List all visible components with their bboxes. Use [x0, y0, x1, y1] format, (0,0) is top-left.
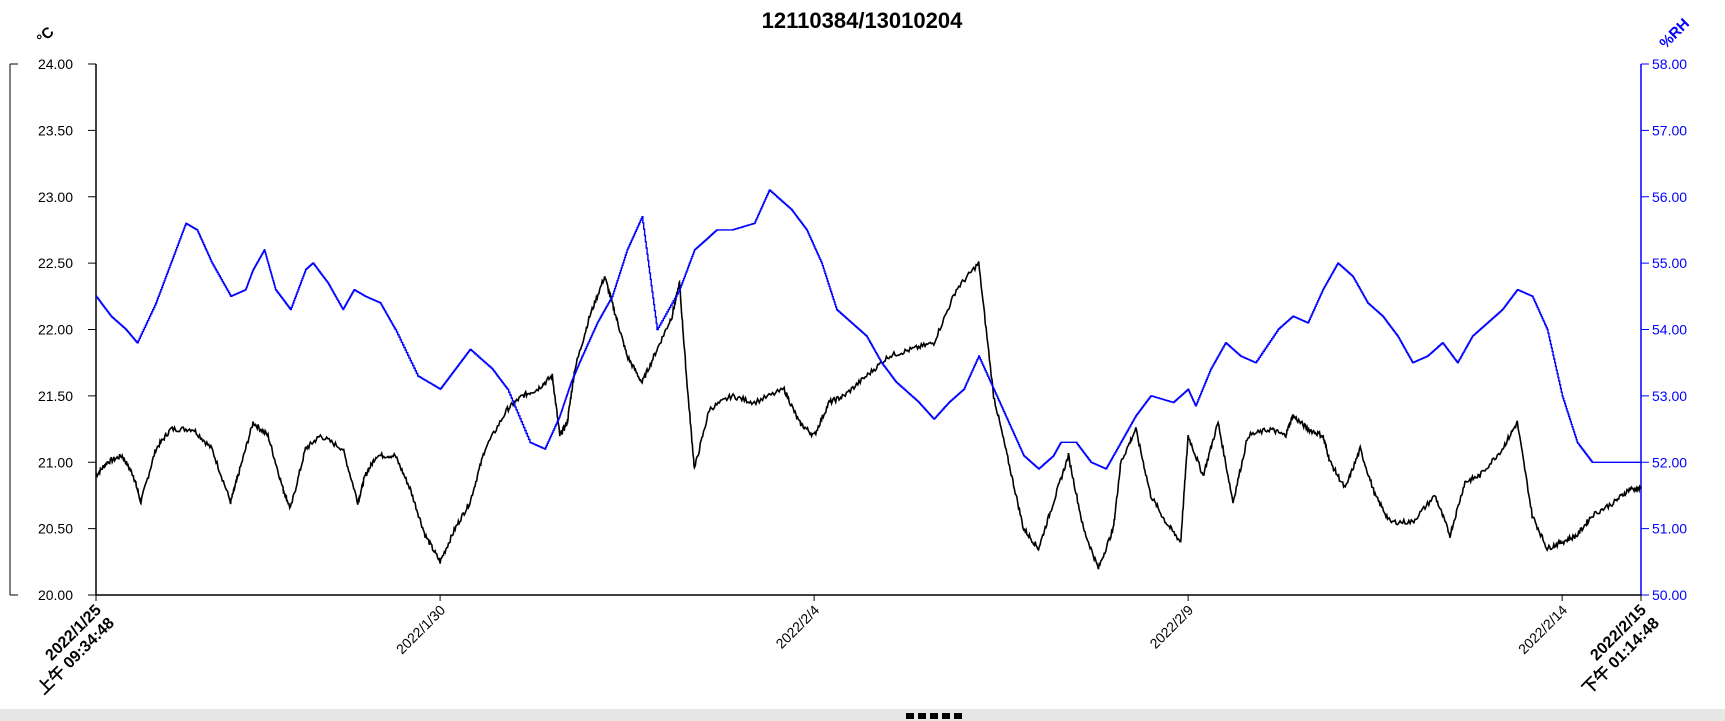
- right-tick-label: 53.00: [1652, 388, 1687, 404]
- x-tick-label: 2022/2/9: [1146, 602, 1196, 652]
- bottom-scrollbar-strip: [0, 709, 1725, 721]
- left-tick-label: 21.50: [38, 388, 73, 404]
- left-tick-label: 24.00: [38, 56, 73, 72]
- left-tick-label: 22.50: [38, 255, 73, 271]
- x-tick-label: 2022/2/4: [772, 602, 822, 652]
- right-tick-label: 55.00: [1652, 255, 1687, 271]
- left-tick-label: 23.00: [38, 189, 73, 205]
- left-tick-label: 20.50: [38, 521, 73, 537]
- right-tick-label: 58.00: [1652, 56, 1687, 72]
- right-tick-label: 51.00: [1652, 521, 1687, 537]
- right-tick-label: 54.00: [1652, 322, 1687, 338]
- plot-area: [95, 189, 1642, 570]
- left-tick-label: 20.00: [38, 587, 73, 603]
- humidity-series-line: [96, 189, 1641, 470]
- axes: 20.00 20.50 21.00 21.50 22.00 22.50 23.00 23.50…: [9, 56, 1687, 603]
- left-axis-unit: °C: [34, 24, 58, 48]
- left-tick-label: 22.00: [38, 322, 73, 338]
- left-tick-label: 21.00: [38, 454, 73, 470]
- chart-title: 12110384/13010204: [762, 8, 963, 33]
- right-axis-unit: %RH: [1656, 15, 1693, 52]
- x-tick-label: 2022/2/14: [1515, 602, 1571, 658]
- right-tick-label: 50.00: [1652, 587, 1687, 603]
- left-tick-label: 23.50: [38, 122, 73, 138]
- right-tick-label: 52.00: [1652, 454, 1687, 470]
- x-tick-label: 2022/1/30: [393, 602, 449, 658]
- temperature-series-line: [95, 261, 1642, 570]
- right-tick-label: 56.00: [1652, 189, 1687, 205]
- partial-bottom-glyphs: [906, 713, 962, 719]
- right-tick-label: 57.00: [1652, 122, 1687, 138]
